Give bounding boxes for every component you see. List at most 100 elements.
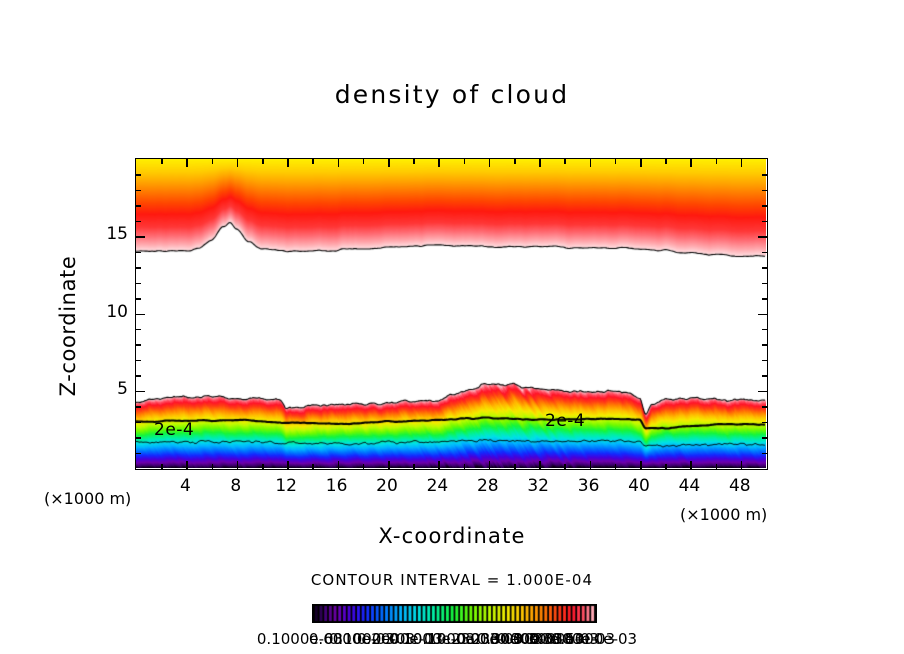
- y-tick-label: 15: [106, 224, 128, 245]
- x-tick: [287, 461, 289, 469]
- x-tick: [236, 461, 239, 469]
- x-tick-minor: [715, 159, 718, 164]
- y-tick-minor: [762, 452, 767, 455]
- y-tick-minor: [136, 452, 141, 455]
- x-tick: [186, 159, 188, 167]
- x-tick-label: 32: [527, 476, 549, 496]
- x-tick: [539, 461, 541, 469]
- y-tick-minor: [762, 359, 767, 362]
- y-tick-minor: [136, 437, 141, 439]
- y-tick-minor: [136, 344, 141, 346]
- x-tick-minor: [564, 464, 566, 469]
- y-tick: [758, 313, 767, 315]
- x-tick-minor: [312, 464, 314, 469]
- y-tick: [136, 390, 145, 393]
- x-tick: [388, 159, 390, 167]
- x-tick-minor: [665, 159, 667, 164]
- x-tick: [186, 461, 188, 469]
- page-title: density of cloud: [334, 80, 570, 109]
- x-tick: [740, 461, 743, 469]
- x-tick: [690, 159, 692, 167]
- x-tick-label: 28: [476, 476, 499, 496]
- colorbar-tick-label: 0.1000e-03: [328, 630, 416, 648]
- y-tick-minor: [762, 298, 767, 300]
- x-tick-minor: [514, 159, 516, 164]
- x-axis-title: X-coordinate: [378, 524, 526, 548]
- y-tick-minor: [762, 437, 767, 439]
- y-tick-minor: [136, 406, 141, 408]
- x-units-left: (×1000 m): [44, 489, 132, 508]
- x-tick: [337, 461, 340, 469]
- x-tick-minor: [614, 159, 617, 164]
- x-tick: [488, 159, 491, 167]
- x-tick-minor: [211, 464, 214, 469]
- x-tick: [640, 461, 642, 469]
- x-tick: [589, 159, 592, 167]
- y-tick-minor: [762, 328, 767, 331]
- y-tick: [136, 236, 145, 238]
- contour-label: 2e-4: [545, 411, 586, 431]
- x-tick-label: 24: [426, 476, 449, 496]
- y-tick-minor: [136, 375, 141, 377]
- y-tick-minor: [136, 205, 141, 207]
- colorbar-tick-label: 0.1000e-03: [412, 630, 500, 648]
- colorbar-tick-label: 0.3000e-03: [496, 630, 584, 648]
- x-tick-minor: [463, 159, 466, 164]
- y-tick-minor: [762, 406, 767, 408]
- x-tick-minor: [262, 159, 264, 164]
- y-tick-minor: [762, 251, 767, 254]
- colorbar-tick-label: 0.3000e-03: [528, 630, 616, 648]
- x-tick: [488, 461, 491, 469]
- y-tick-minor: [136, 174, 141, 176]
- colorbar-tick-labels: 0.1000e-03 0.6000e-03 0.1000e-03 0.2000e-03…: [0, 630, 904, 650]
- x-tick-minor: [161, 159, 163, 164]
- x-tick-minor: [413, 464, 415, 469]
- y-tick-minor: [762, 205, 767, 207]
- x-tick-minor: [262, 464, 264, 469]
- y-tick: [758, 390, 767, 393]
- x-tick: [236, 159, 239, 167]
- x-tick: [438, 461, 440, 469]
- x-tick: [438, 159, 440, 167]
- y-tick-minor: [136, 328, 141, 331]
- x-tick-label: 16: [325, 476, 348, 496]
- x-tick-minor: [614, 464, 617, 469]
- y-tick-minor: [136, 359, 141, 362]
- y-tick-minor: [136, 251, 141, 254]
- x-tick: [589, 461, 592, 469]
- colorbar-tick-label: 0.3000e-03: [476, 630, 564, 648]
- colorbar-tick-label: 0.5000e-03: [550, 630, 638, 648]
- x-tick-minor: [413, 159, 415, 164]
- colorbar-tick-label: 0.1000e-03: [388, 630, 476, 648]
- x-tick-label: 44: [678, 476, 701, 496]
- x-tick: [740, 159, 743, 167]
- x-tick-minor: [362, 159, 365, 164]
- colorbar: [312, 604, 597, 623]
- colorbar-swatches: [312, 604, 597, 623]
- y-tick-minor: [762, 220, 767, 223]
- x-tick-label: 36: [577, 476, 600, 496]
- x-tick-minor: [211, 159, 214, 164]
- x-tick-minor: [463, 464, 466, 469]
- colorbar-tick-label: 0.6000e-03: [308, 630, 396, 648]
- x-tick-label: 12: [275, 476, 297, 496]
- x-tick: [539, 159, 541, 167]
- y-tick-label: 5: [117, 378, 128, 399]
- y-tick-minor: [762, 344, 767, 346]
- x-units-right: (×1000 m): [680, 505, 768, 524]
- contour-label: 2e-4: [154, 420, 195, 440]
- x-tick-minor: [715, 464, 718, 469]
- y-tick-minor: [136, 298, 141, 300]
- x-tick: [388, 461, 390, 469]
- colorbar-tick-label: 0.2300e-03: [436, 630, 524, 648]
- contour-interval-caption: CONTOUR INTERVAL = 1.000E-04: [310, 571, 594, 589]
- contour-field: [136, 159, 766, 468]
- x-tick: [690, 461, 692, 469]
- y-tick-minor: [762, 267, 767, 269]
- x-tick: [287, 159, 289, 167]
- y-tick-minor: [136, 220, 141, 223]
- colorbar-tick-label: 0.1000e-03: [256, 630, 344, 648]
- x-tick-label: 40: [628, 476, 650, 496]
- colorbar-tick-label: 0.2000e-03: [356, 630, 444, 648]
